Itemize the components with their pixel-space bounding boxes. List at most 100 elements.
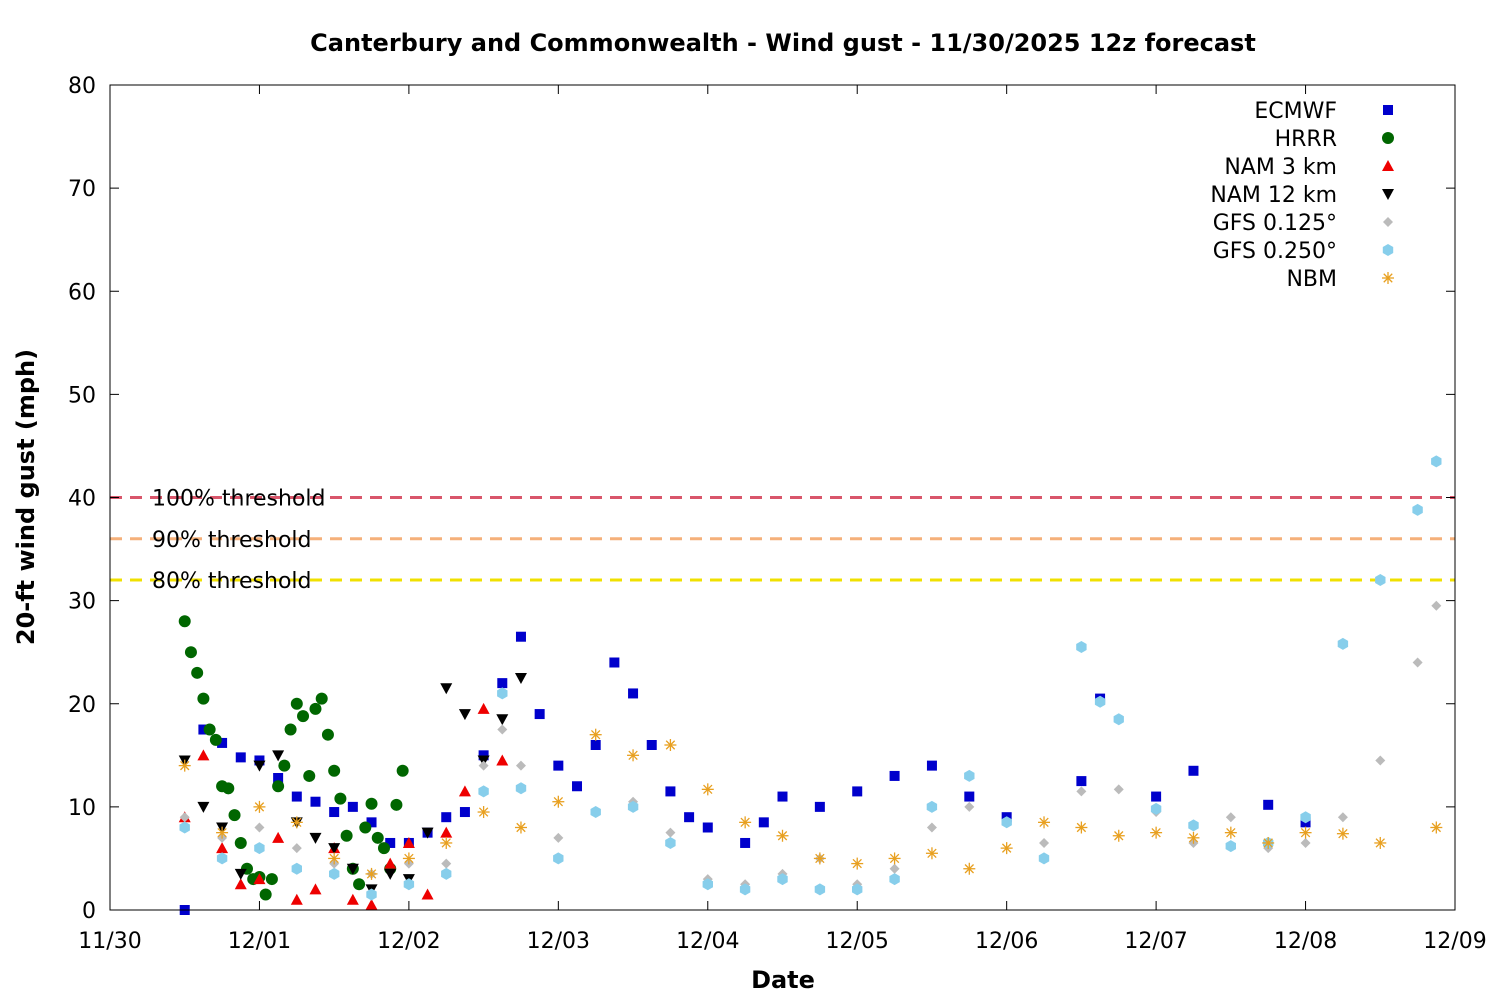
data-point xyxy=(421,888,434,900)
data-point xyxy=(353,878,366,891)
data-point xyxy=(216,826,229,839)
data-point xyxy=(216,852,228,865)
legend-label: HRRR xyxy=(1275,127,1337,152)
data-point xyxy=(1038,816,1051,829)
data-point xyxy=(515,631,526,642)
data-point xyxy=(758,817,769,828)
data-point xyxy=(179,821,190,834)
data-point xyxy=(889,770,900,781)
data-point xyxy=(1113,784,1124,795)
y-tick-label: 10 xyxy=(68,796,96,821)
data-point xyxy=(478,785,489,798)
y-tick-label: 60 xyxy=(68,280,96,305)
data-point xyxy=(234,836,247,849)
data-point xyxy=(664,739,677,751)
data-point xyxy=(852,786,863,797)
data-point xyxy=(496,754,509,766)
data-point xyxy=(1412,503,1423,516)
x-tick-label: 12/04 xyxy=(676,929,739,954)
data-point xyxy=(1150,826,1163,839)
data-point xyxy=(291,843,302,854)
legend-label: GFS 0.125° xyxy=(1213,211,1337,236)
data-point xyxy=(590,740,601,750)
x-tick-label: 12/03 xyxy=(527,929,590,954)
data-point xyxy=(290,697,303,710)
y-tick-label: 80 xyxy=(68,74,96,99)
data-point xyxy=(628,688,639,699)
data-point xyxy=(1188,765,1199,776)
series-nam-3-km xyxy=(178,702,509,910)
data-point xyxy=(1113,713,1124,726)
data-point xyxy=(702,878,713,891)
data-point xyxy=(478,760,489,771)
data-point xyxy=(1150,802,1162,815)
data-point xyxy=(497,724,508,735)
data-point xyxy=(385,837,396,848)
data-point xyxy=(814,801,825,812)
data-point xyxy=(203,723,216,736)
data-point xyxy=(291,791,302,802)
data-point xyxy=(384,868,397,880)
data-point xyxy=(478,750,489,761)
data-point xyxy=(273,773,284,783)
data-point xyxy=(179,812,190,823)
data-point xyxy=(1038,852,1050,865)
data-point xyxy=(1076,776,1087,787)
data-point xyxy=(589,728,602,741)
data-point xyxy=(234,878,247,890)
legend-marker xyxy=(1382,272,1394,284)
data-point xyxy=(377,842,390,855)
data-point xyxy=(441,812,452,823)
data-point xyxy=(235,752,246,763)
data-point xyxy=(776,829,789,842)
threshold-label: 100% threshold xyxy=(152,487,326,512)
data-point xyxy=(1000,842,1013,855)
data-point xyxy=(328,852,341,865)
data-point xyxy=(1075,821,1088,834)
legend-label: GFS 0.250° xyxy=(1213,239,1337,264)
threshold-label: 80% threshold xyxy=(152,569,312,594)
data-point xyxy=(297,710,310,723)
data-point xyxy=(852,883,863,896)
data-point xyxy=(777,873,788,886)
data-point xyxy=(1263,799,1274,810)
data-point xyxy=(228,809,241,822)
plot-axes: 0 10 20 30 40 50 60 70 80 11/30 12/01 12/02 12/03 12/… xyxy=(68,74,1487,954)
legend-label: NBM xyxy=(1286,267,1337,292)
legend-marker xyxy=(1383,217,1393,227)
data-point xyxy=(1412,657,1423,668)
data-point xyxy=(627,749,640,762)
data-point xyxy=(665,827,676,838)
x-tick-label: 12/02 xyxy=(377,929,440,954)
data-point xyxy=(309,702,322,715)
data-point xyxy=(497,687,508,700)
data-point xyxy=(328,843,341,855)
data-point xyxy=(440,836,453,849)
data-point xyxy=(290,816,303,829)
data-point xyxy=(1299,826,1312,839)
data-point xyxy=(396,764,409,777)
data-point xyxy=(1374,836,1387,849)
data-point xyxy=(259,888,272,901)
data-point xyxy=(813,852,826,865)
legend-marker xyxy=(1382,244,1394,256)
data-point xyxy=(926,822,937,833)
series-gfs-0-250- xyxy=(179,455,1442,901)
series-nbm xyxy=(178,728,1443,880)
x-tick-label: 12/05 xyxy=(826,929,889,954)
data-point xyxy=(272,831,285,843)
data-point xyxy=(178,615,191,628)
data-point xyxy=(1094,695,1106,708)
data-point xyxy=(402,852,415,865)
data-point xyxy=(278,759,291,772)
data-point xyxy=(329,807,340,818)
data-point xyxy=(315,692,328,705)
data-point xyxy=(552,795,565,808)
data-point xyxy=(515,760,526,771)
data-point xyxy=(684,812,695,823)
series-layer xyxy=(178,455,1443,915)
data-point xyxy=(964,801,975,812)
data-point xyxy=(359,821,372,834)
data-point xyxy=(1225,812,1236,823)
data-point xyxy=(265,873,278,886)
